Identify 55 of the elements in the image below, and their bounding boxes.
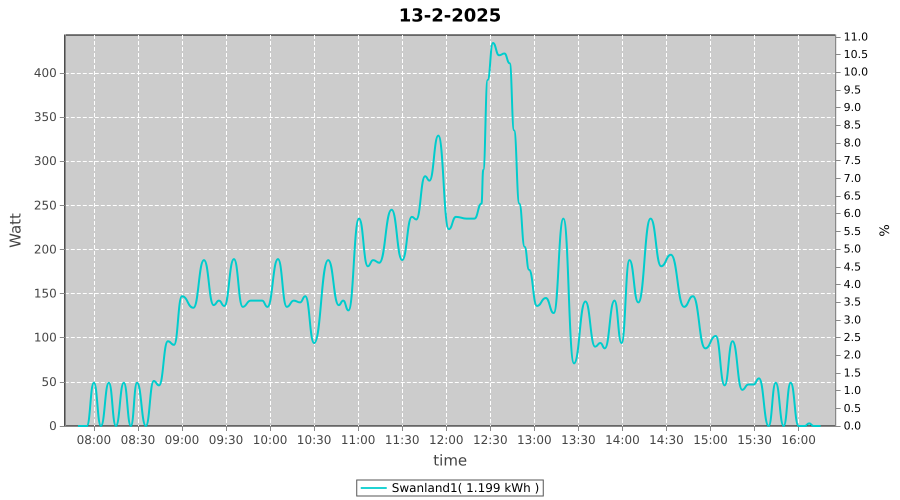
y2-tick-label: 7.0 [844, 172, 862, 185]
x-tick-label: 14:30 [649, 433, 684, 447]
x-tick-label: 13:00 [517, 433, 552, 447]
y2-tick-label: 4.0 [844, 278, 862, 291]
y2-tick-label: 0.5 [844, 402, 862, 415]
x-tick-label: 12:30 [472, 433, 508, 447]
y2-tick-label: 10.5 [844, 48, 868, 61]
y2-tick-label: 5.0 [844, 242, 862, 256]
x-tick-label: 10:00 [252, 433, 288, 447]
y2-tick-label: 6.0 [844, 207, 862, 220]
x-tick-label: 14:00 [605, 433, 640, 447]
y-tick-label: 400 [34, 66, 57, 80]
x-axis-title: time [433, 452, 468, 470]
y-tick-label: 250 [34, 198, 57, 212]
y2-tick-label: 2.5 [844, 331, 862, 344]
y-tick-label: 300 [34, 154, 57, 168]
y2-axis-title: % [878, 224, 893, 237]
x-tick-label: 08:00 [76, 433, 112, 447]
y2-tick-label: 3.0 [844, 313, 862, 326]
y2-tick-label: 1.5 [844, 366, 862, 380]
x-tick-label: 12:00 [428, 433, 464, 447]
y-axis-title: Watt [6, 212, 24, 248]
y-tick-label: 350 [34, 110, 57, 124]
y2-tick-label: 7.5 [844, 154, 862, 168]
y2-tick-label: 4.5 [844, 260, 862, 274]
y2-tick-label: 2.0 [844, 348, 862, 362]
x-tick-label: 16:00 [781, 433, 816, 447]
legend-label: Swanland1( 1.199 kWh ) [392, 481, 540, 495]
y2-tick-label: 3.5 [844, 296, 862, 309]
x-tick-label: 08:30 [120, 433, 156, 447]
y2-tick-label: 6.5 [844, 190, 862, 202]
y2-tick-label: 5.5 [844, 224, 862, 238]
x-tick-label: 10:30 [296, 433, 332, 447]
y2-tick-label: 8.0 [844, 136, 862, 150]
y2-tick-label: 8.5 [844, 118, 862, 132]
y-tick-label: 150 [34, 286, 57, 301]
x-tick-label: 09:30 [208, 433, 244, 447]
y2-tick-label: 1.0 [844, 384, 862, 398]
y2-tick-label: 9.0 [844, 101, 862, 114]
y2-tick-label: 10.0 [844, 66, 868, 79]
x-tick-label: 11:30 [384, 433, 420, 447]
x-tick-label: 15:30 [737, 433, 772, 447]
y-tick-label: 100 [34, 330, 57, 345]
x-tick-label: 11:00 [340, 433, 376, 447]
chart-title: 13-2-2025 [398, 6, 502, 26]
y-tick-label: 200 [34, 242, 57, 256]
y2-tick-label: 9.5 [844, 83, 862, 96]
y-tick-label: 0 [49, 419, 57, 433]
y-tick-label: 50 [42, 374, 57, 389]
x-tick-label: 13:30 [561, 433, 596, 447]
x-tick-label: 15:00 [693, 433, 728, 447]
x-tick-label: 09:00 [164, 433, 200, 447]
line-series [77, 42, 822, 427]
y2-tick-label: 0.0 [844, 420, 862, 432]
y2-tick-label: 11.0 [844, 30, 868, 44]
